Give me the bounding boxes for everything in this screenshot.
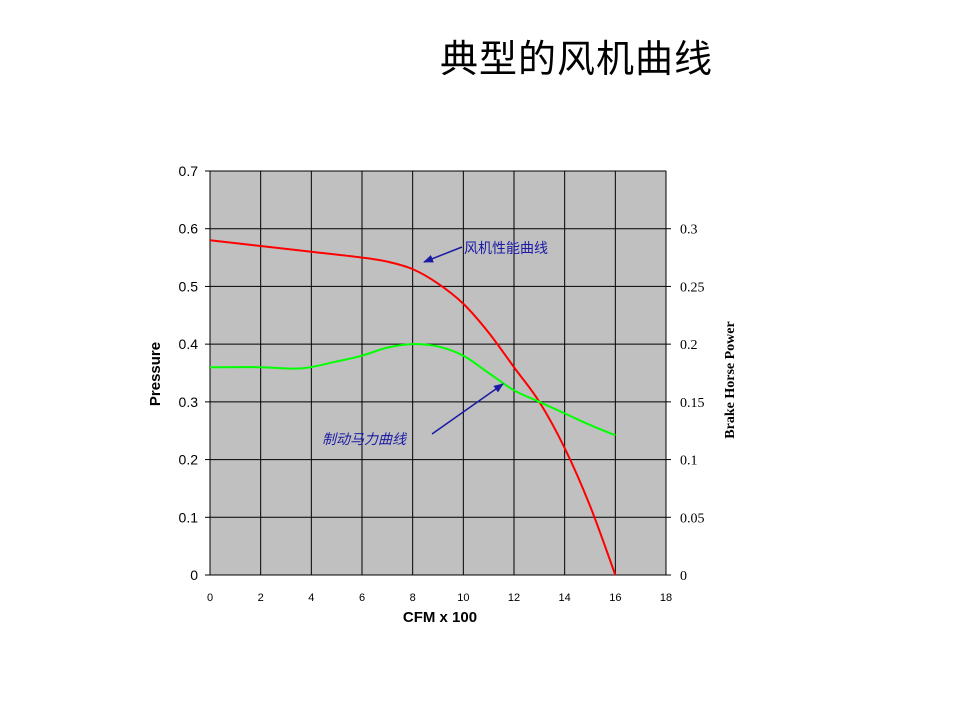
- x-tick-label: 6: [359, 592, 365, 604]
- tick-labels: 0 2 4 6 8 10 12 14 16 18 0 0.1 0.2 0.3 0.4 0.5 0.6 0.7 0 0.…: [179, 163, 705, 604]
- x-tick-label: 4: [308, 592, 314, 604]
- grid: [209, 170, 667, 576]
- y-tick-label: 0.3: [179, 394, 199, 410]
- x-tick-label: 2: [258, 592, 264, 604]
- x-tick-label: 8: [410, 592, 416, 604]
- x-tick-label: 10: [457, 592, 469, 604]
- x-axis-title: CFM x 100: [403, 609, 477, 626]
- y2-tick-label: 0.25: [680, 280, 705, 295]
- y2-tick-label: 0.15: [680, 396, 705, 411]
- x-tick-label: 18: [660, 592, 672, 604]
- slide-title: 典型的风机曲线: [440, 37, 714, 81]
- annotation-fan-curve: 风机性能曲线: [464, 241, 548, 257]
- x-tick-label: 14: [559, 592, 571, 604]
- x-tick-label: 12: [508, 592, 520, 604]
- y2-tick-label: 0.05: [680, 511, 705, 526]
- y-tick-label: 0.6: [179, 221, 199, 237]
- series-line-bhp: [209, 343, 616, 437]
- annotation-fan-curve-arrow: [423, 246, 463, 263]
- y-tick-label: 0.2: [179, 452, 199, 468]
- y2-axis-title: Brake Horse Power: [723, 321, 738, 438]
- y2-tick-label: 0.3: [680, 223, 698, 238]
- series-line-pressure: [209, 239, 617, 576]
- y-tick-label: 0: [190, 567, 198, 583]
- annotation-bhp-curve: 制动马力曲线: [322, 432, 408, 448]
- y-axis-title: Pressure: [147, 342, 164, 406]
- y-tick-label: 0.1: [179, 509, 199, 525]
- x-tick-label: 16: [609, 592, 621, 604]
- series-layer: [209, 239, 617, 576]
- y-tick-label: 0.7: [179, 163, 199, 179]
- y2-tick-label: 0.1: [680, 454, 698, 469]
- y2-tick-label: 0.2: [680, 338, 698, 353]
- x-tick-label: 0: [207, 592, 213, 604]
- y-tick-label: 0.4: [179, 336, 199, 352]
- annotations: 风机性能曲线 制动马力曲线: [322, 241, 548, 448]
- y2-tick-label: 0: [680, 569, 687, 584]
- y-tick-label: 0.5: [179, 278, 199, 294]
- annotation-bhp-curve-arrow: [431, 383, 504, 435]
- plot-area: [209, 170, 667, 576]
